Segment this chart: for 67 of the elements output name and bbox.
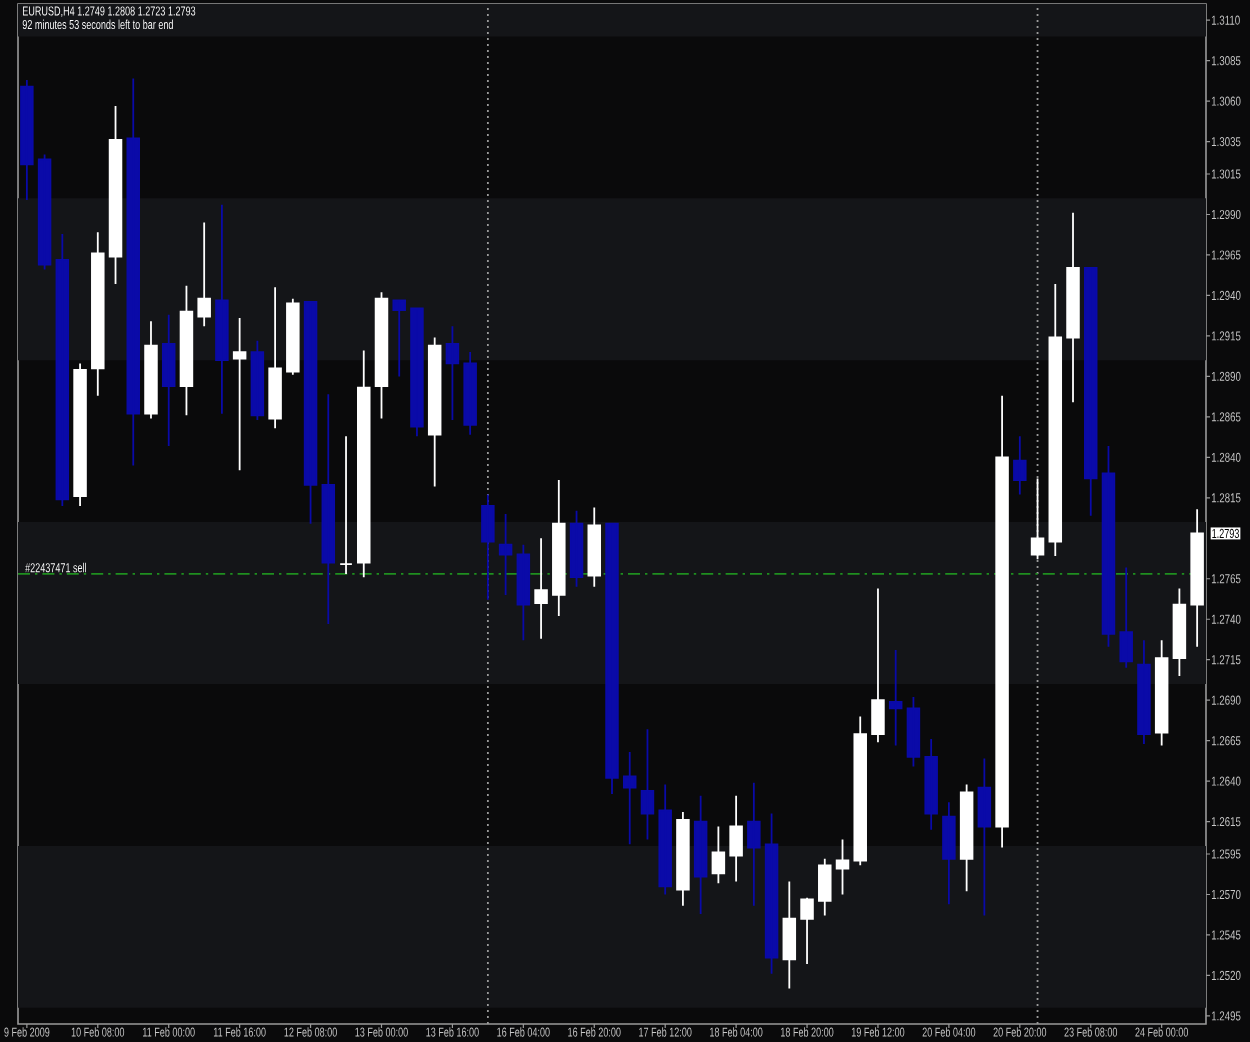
- candlestick: [800, 896, 814, 965]
- candlestick: [516, 543, 531, 642]
- candlestick: [622, 751, 637, 846]
- candlestick: [552, 479, 566, 617]
- candlestick: [427, 336, 442, 488]
- candlestick: [871, 587, 885, 744]
- candlestick: [73, 362, 87, 507]
- candlestick: [1048, 283, 1063, 557]
- candlestick: [747, 781, 761, 907]
- candlestick: [977, 757, 992, 917]
- candlestick: [20, 79, 34, 201]
- candlestick: [835, 838, 850, 896]
- candlestick: [463, 351, 477, 436]
- candlestick: [55, 233, 70, 507]
- candlestick: [498, 513, 513, 596]
- candlestick: [339, 435, 353, 575]
- candlestick: [764, 812, 779, 975]
- candlestick: [534, 537, 548, 640]
- candlestick: [942, 801, 956, 906]
- candlestick: [658, 783, 672, 896]
- candlestick: [587, 506, 602, 588]
- candlestick: [215, 203, 229, 415]
- candlestick: [1083, 267, 1098, 517]
- candlestick: [818, 857, 832, 917]
- candlestick: [197, 221, 211, 328]
- candlestick: [924, 738, 938, 831]
- candlestick: [268, 286, 282, 430]
- candlestick: [126, 77, 140, 467]
- candlestick: [144, 320, 158, 420]
- candlestick: [569, 509, 584, 588]
- candlestick: [906, 696, 921, 768]
- candlestick: [1066, 211, 1080, 404]
- candlestick: [392, 299, 406, 378]
- candlestick: [995, 394, 1009, 849]
- candlestick: [321, 393, 336, 625]
- candlestick: [357, 349, 371, 579]
- candlestick: [410, 307, 424, 438]
- candlestick: [1190, 508, 1204, 648]
- candlestick: [1137, 639, 1151, 745]
- candlestick: [161, 313, 176, 447]
- candlestick: [640, 728, 655, 841]
- candlestick: [853, 715, 867, 867]
- candlestick: [711, 825, 726, 885]
- candlestick: [445, 325, 460, 421]
- candlestick: [1030, 477, 1045, 561]
- candlestick: [782, 880, 797, 990]
- candlestick: [303, 301, 318, 525]
- candlestick: [729, 794, 743, 883]
- candlestick: [108, 105, 123, 285]
- candlestick: [179, 284, 194, 417]
- candlestick: [232, 317, 247, 472]
- candlestick: [1154, 639, 1169, 747]
- candlestick: [1101, 445, 1116, 648]
- candlestick: [888, 649, 903, 747]
- candlestick: [1172, 587, 1187, 677]
- candlestick: [959, 783, 974, 893]
- candlestick: [91, 231, 105, 397]
- candlestick: [286, 297, 300, 376]
- candlestick: [1119, 566, 1133, 669]
- candlestick: [374, 291, 389, 420]
- candlestick: [250, 339, 265, 421]
- candlestick: [676, 811, 690, 907]
- candlestick: [693, 794, 708, 915]
- candlestick: [481, 493, 495, 601]
- candlestick: [605, 522, 619, 795]
- candlestick: [1013, 435, 1027, 496]
- candlestick: [37, 153, 52, 271]
